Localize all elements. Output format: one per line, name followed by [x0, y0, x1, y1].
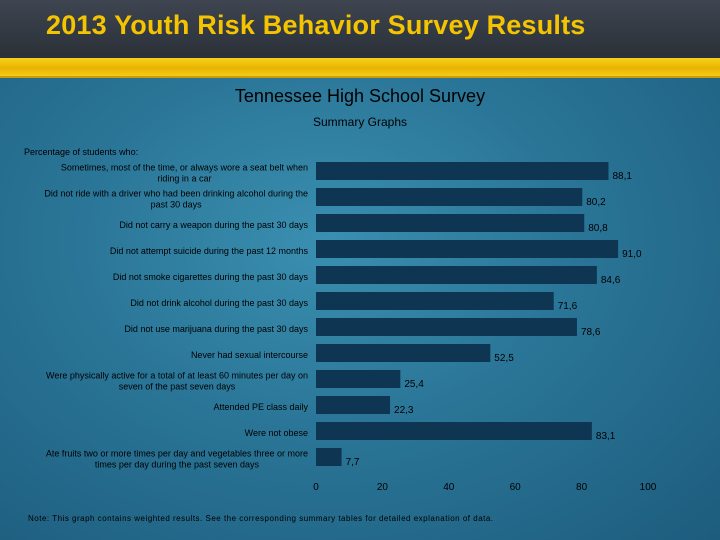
bar: [316, 396, 391, 414]
category-label: Did not drink alcohol during the past 30…: [130, 298, 308, 308]
x-tick-label: 40: [443, 482, 455, 493]
banner: 2013 Youth Risk Behavior Survey Results: [0, 0, 720, 58]
banner-title: 2013 Youth Risk Behavior Survey Results: [46, 10, 586, 40]
bar: [316, 292, 554, 310]
category-label: Did not attempt suicide during the past …: [110, 246, 309, 256]
category-label: Were not obese: [245, 428, 308, 438]
value-label: 78,6: [581, 327, 601, 338]
category-label: Attended PE class daily: [213, 402, 308, 412]
value-label: 83,1: [596, 431, 616, 442]
category-label: Were physically active for a total of at…: [46, 371, 308, 392]
value-label: 71,6: [558, 301, 578, 312]
x-tick-label: 20: [377, 482, 389, 493]
value-label: 80,8: [588, 223, 608, 234]
category-label: Did not use marijuana during the past 30…: [124, 324, 308, 334]
value-label: 91,0: [622, 249, 642, 260]
value-label: 84,6: [601, 275, 621, 286]
bar: [316, 266, 597, 284]
bar: [316, 370, 401, 388]
category-label: Did not carry a weapon during the past 3…: [119, 220, 308, 230]
bar: [316, 214, 585, 232]
category-label: Did not ride with a driver who had been …: [44, 189, 308, 210]
category-label: Did not smoke cigarettes during the past…: [113, 272, 309, 282]
footnote: Note: This graph contains weighted resul…: [28, 514, 494, 523]
lead-text: Percentage of students who:: [24, 147, 139, 157]
value-label: 88,1: [612, 171, 632, 182]
category-label: Sometimes, most of the time, or always w…: [61, 163, 308, 184]
chart-subtitle: Summary Graphs: [312, 115, 408, 129]
value-label: 7,7: [346, 457, 360, 468]
bar: [316, 162, 609, 180]
bar: [316, 422, 592, 440]
x-tick-label: 80: [576, 482, 588, 493]
x-tick-label: 100: [640, 482, 657, 493]
value-label: 25,4: [404, 379, 424, 390]
x-tick-label: 60: [510, 482, 522, 493]
bar: [316, 188, 583, 206]
category-label: Never had sexual intercourse: [191, 350, 308, 360]
value-label: 80,2: [586, 197, 606, 208]
x-tick-label: 0: [313, 482, 319, 493]
bar: [316, 240, 619, 258]
category-label: Ate fruits two or more times per day and…: [46, 449, 308, 470]
value-label: 52,5: [494, 353, 514, 364]
bar: [316, 318, 577, 336]
bar: [316, 448, 342, 466]
banner-stripe: [0, 58, 720, 78]
chart-title: Tennessee High School Survey: [234, 86, 486, 106]
bar: [316, 344, 491, 362]
value-label: 22,3: [394, 405, 414, 416]
